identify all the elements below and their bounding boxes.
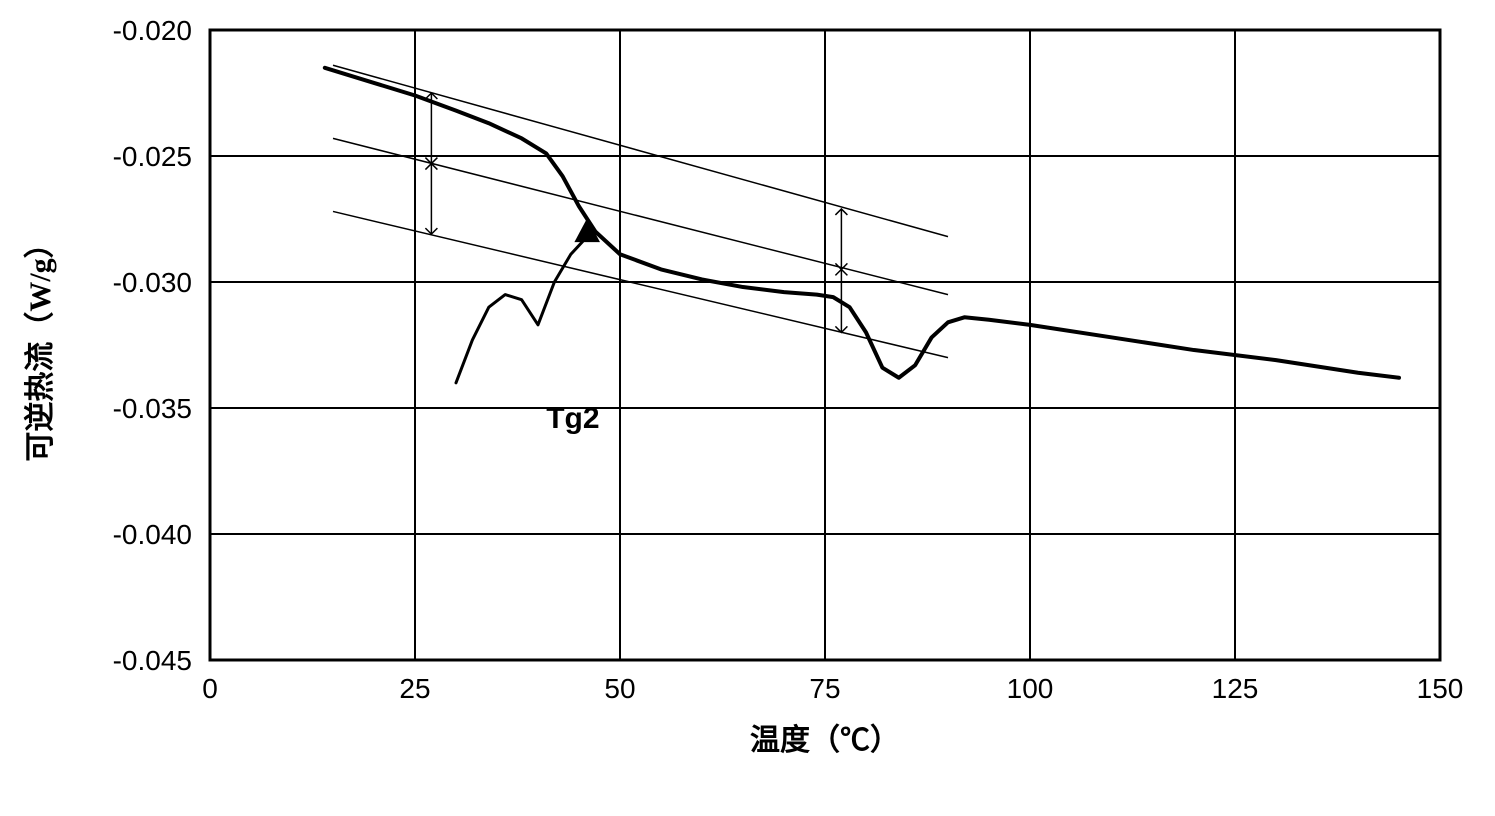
x-tick-label: 25 bbox=[399, 673, 430, 704]
x-tick-label: 75 bbox=[809, 673, 840, 704]
chart-container: 0 25 50 75 100 125 150 -0.045 -0.040 -0.035 -0.030… bbox=[0, 0, 1495, 816]
y-axis-label: 可逆热流（W/g） bbox=[23, 228, 57, 461]
tg2-label: Tg2 bbox=[546, 402, 599, 435]
y-tick-label: -0.045 bbox=[113, 645, 192, 676]
line-chart: 0 25 50 75 100 125 150 -0.045 -0.040 -0.035 -0.030… bbox=[0, 0, 1495, 816]
x-tick-label: 0 bbox=[202, 673, 218, 704]
x-tick-label: 150 bbox=[1417, 673, 1464, 704]
x-tick-label: 100 bbox=[1007, 673, 1054, 704]
y-tick-label: -0.040 bbox=[113, 519, 192, 550]
x-axis-label: 温度（℃） bbox=[750, 723, 900, 757]
x-tick-label: 125 bbox=[1212, 673, 1259, 704]
y-tick-label: -0.035 bbox=[113, 393, 192, 424]
y-tick-label: -0.020 bbox=[113, 15, 192, 46]
x-tick-label: 50 bbox=[604, 673, 635, 704]
y-tick-label: -0.030 bbox=[113, 267, 192, 298]
y-tick-label: -0.025 bbox=[113, 141, 192, 172]
